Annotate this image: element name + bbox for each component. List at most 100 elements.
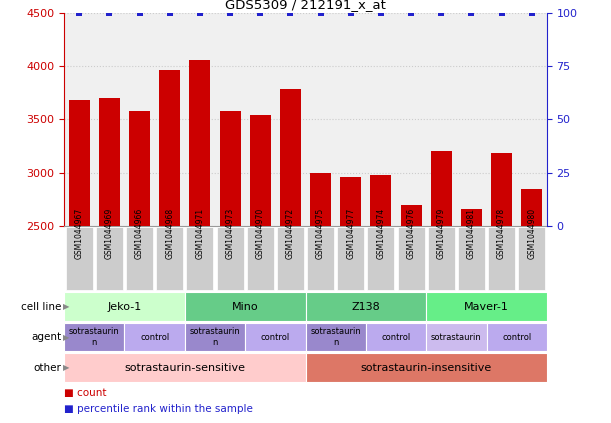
Title: GDS5309 / 212191_x_at: GDS5309 / 212191_x_at [225,0,386,11]
Point [467,9,477,16]
FancyBboxPatch shape [185,323,245,352]
FancyBboxPatch shape [186,227,213,290]
Point [285,9,295,16]
FancyBboxPatch shape [488,227,515,290]
Bar [280,89,301,226]
Text: GSM1044977: GSM1044977 [346,207,355,259]
FancyBboxPatch shape [486,323,547,352]
FancyBboxPatch shape [426,292,547,321]
FancyBboxPatch shape [518,227,546,290]
Text: Mino: Mino [232,302,258,312]
Point [225,9,235,16]
FancyBboxPatch shape [307,227,334,290]
Text: GSM1044976: GSM1044976 [406,207,415,259]
FancyBboxPatch shape [458,227,485,290]
Bar [129,111,150,226]
Point [527,9,536,16]
Point [255,9,265,16]
Point [376,9,386,16]
FancyBboxPatch shape [366,323,426,352]
Text: other: other [33,363,61,373]
Point [134,9,144,16]
Point [346,9,356,16]
Text: sotrastaurin
n: sotrastaurin n [189,327,240,347]
Bar [219,111,241,226]
Point [195,9,205,16]
FancyBboxPatch shape [126,227,153,290]
FancyBboxPatch shape [185,292,306,321]
Bar [310,173,331,226]
FancyBboxPatch shape [96,227,123,290]
Text: agent: agent [31,332,61,342]
Text: sotrastaurin-insensitive: sotrastaurin-insensitive [360,363,492,373]
Text: GSM1044972: GSM1044972 [286,208,295,259]
FancyBboxPatch shape [398,227,425,290]
Point [497,9,507,16]
Point [104,9,114,16]
Bar [461,209,482,226]
Text: ■ percentile rank within the sample: ■ percentile rank within the sample [64,404,253,414]
Point [436,9,446,16]
Point [75,9,84,16]
Text: Maver-1: Maver-1 [464,302,509,312]
Text: GSM1044968: GSM1044968 [165,208,174,259]
Text: GSM1044980: GSM1044980 [527,208,536,259]
Text: control: control [502,332,532,342]
Text: ▶: ▶ [63,302,70,311]
FancyBboxPatch shape [367,227,395,290]
FancyBboxPatch shape [64,292,185,321]
Text: ▶: ▶ [63,332,70,342]
Text: GSM1044967: GSM1044967 [75,207,84,259]
Text: control: control [261,332,290,342]
Text: ■ count: ■ count [64,388,107,398]
Text: Z138: Z138 [351,302,380,312]
Text: GSM1044969: GSM1044969 [105,207,114,259]
Text: ▶: ▶ [63,363,70,372]
Bar [401,205,422,226]
Bar [521,189,543,226]
FancyBboxPatch shape [306,292,426,321]
Text: GSM1044981: GSM1044981 [467,208,476,259]
Text: sotrastaurin
n: sotrastaurin n [310,327,361,347]
FancyBboxPatch shape [64,323,125,352]
Text: GSM1044975: GSM1044975 [316,207,325,259]
FancyBboxPatch shape [277,227,304,290]
Bar [189,60,210,226]
FancyBboxPatch shape [245,323,306,352]
Text: sotrastaurin
n: sotrastaurin n [69,327,120,347]
Text: GSM1044978: GSM1044978 [497,208,506,259]
Bar [431,151,452,226]
FancyBboxPatch shape [216,227,244,290]
FancyBboxPatch shape [337,227,364,290]
Text: cell line: cell line [21,302,61,312]
Text: GSM1044971: GSM1044971 [196,208,205,259]
Text: control: control [381,332,411,342]
Point [165,9,175,16]
FancyBboxPatch shape [156,227,183,290]
Bar [370,175,392,226]
FancyBboxPatch shape [247,227,274,290]
Text: control: control [140,332,169,342]
Bar [250,115,271,226]
Text: GSM1044966: GSM1044966 [135,207,144,259]
Bar [159,70,180,226]
Bar [99,98,120,226]
Text: GSM1044979: GSM1044979 [437,207,446,259]
FancyBboxPatch shape [306,353,547,382]
Text: GSM1044973: GSM1044973 [225,207,235,259]
FancyBboxPatch shape [426,323,486,352]
FancyBboxPatch shape [306,323,366,352]
FancyBboxPatch shape [428,227,455,290]
Point [406,9,416,16]
FancyBboxPatch shape [65,227,93,290]
Text: sotrastaurin-sensitive: sotrastaurin-sensitive [124,363,246,373]
FancyBboxPatch shape [64,353,306,382]
Text: sotrastaurin: sotrastaurin [431,332,481,342]
Text: Jeko-1: Jeko-1 [108,302,142,312]
Point [316,9,326,16]
Text: GSM1044970: GSM1044970 [256,207,265,259]
Bar [340,177,361,226]
FancyBboxPatch shape [125,323,185,352]
Text: GSM1044974: GSM1044974 [376,207,386,259]
Bar [68,100,90,226]
